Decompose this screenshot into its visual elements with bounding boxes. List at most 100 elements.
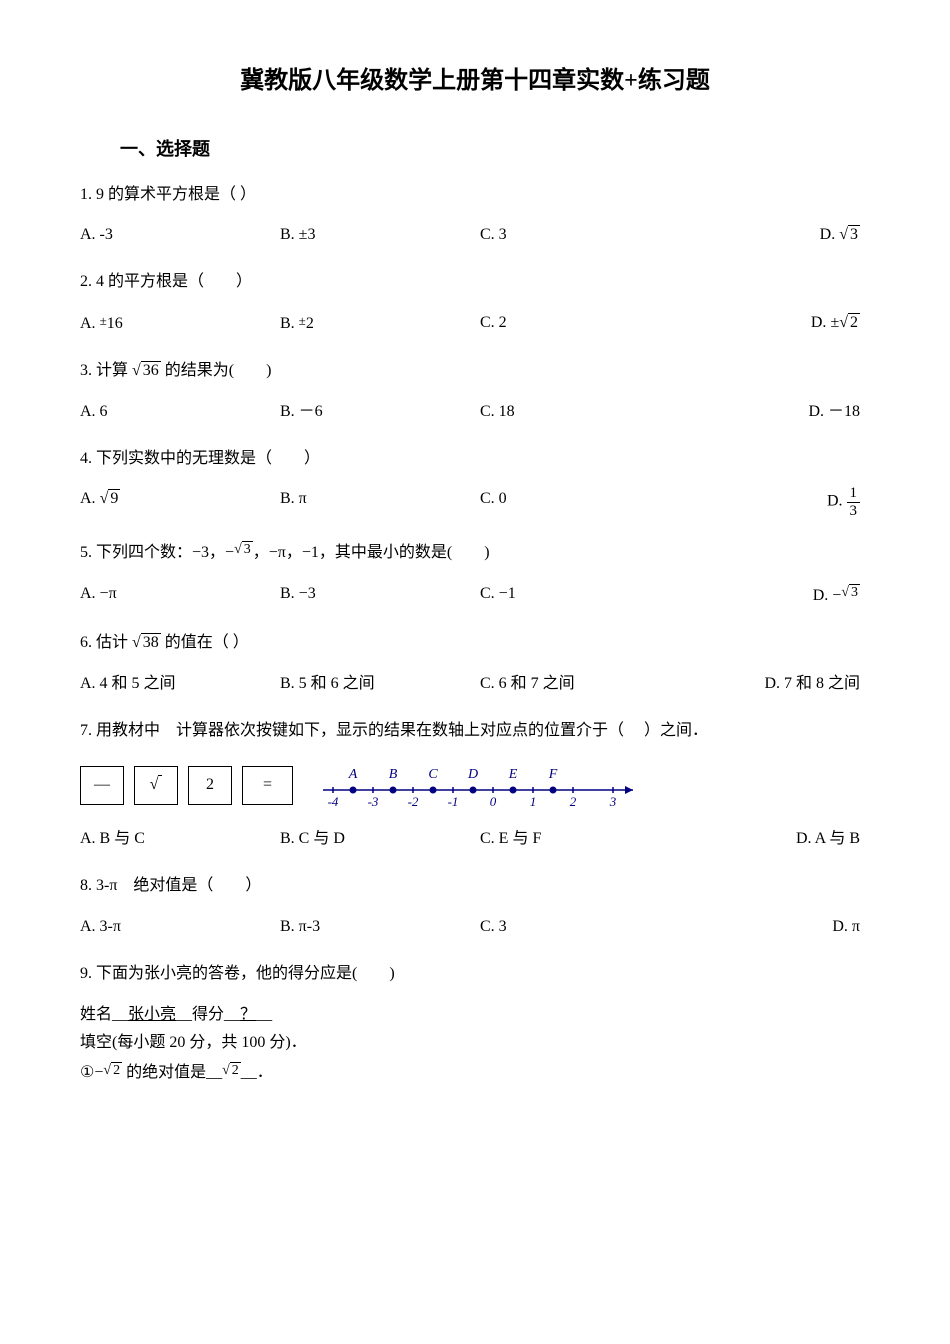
q1-options: A. ‐3 B. ±3 C. 3 D. √3 bbox=[80, 221, 870, 250]
svg-text:D: D bbox=[467, 767, 478, 782]
svg-text:-1: -1 bbox=[448, 794, 459, 809]
q4-option-d: D. 13 bbox=[680, 485, 870, 519]
sqrt-icon: √2 bbox=[839, 309, 860, 338]
question-5: 5. 下列四个数：−3，−√3，−π，−1，其中最小的数是( ) bbox=[80, 537, 870, 568]
sqrt-icon: √3 bbox=[839, 221, 860, 250]
q8-option-b: B. π‐3 bbox=[280, 913, 480, 942]
q2-d-prefix: D. bbox=[811, 314, 831, 331]
svg-text:0: 0 bbox=[490, 794, 497, 809]
q6-option-b: B. 5 和 6 之间 bbox=[280, 670, 480, 699]
svg-text:E: E bbox=[508, 767, 518, 782]
question-8: 8. 3‐π 绝对值是（ ） bbox=[80, 872, 870, 901]
svg-text:F: F bbox=[548, 767, 558, 782]
question-4: 4. 下列实数中的无理数是（ ） bbox=[80, 445, 870, 474]
q5-options: A. −π B. −3 C. −1 D. −√3 bbox=[80, 580, 870, 611]
frac-num: 1 bbox=[847, 485, 861, 503]
calculator-buttons: — √ 2 = bbox=[80, 766, 293, 805]
q3-option-b: B. －6 bbox=[280, 398, 480, 427]
sqrt-icon: √2 bbox=[103, 1058, 122, 1083]
q2-option-d: D. ±√2 bbox=[680, 309, 870, 339]
q7-option-d: D. A 与 B bbox=[680, 825, 870, 854]
sqrt-placeholder bbox=[158, 775, 162, 793]
q6-option-d: D. 7 和 8 之间 bbox=[680, 670, 870, 699]
q8-option-d: D. π bbox=[680, 913, 870, 942]
q5-option-a: A. −π bbox=[80, 580, 280, 611]
q6-options: A. 4 和 5 之间 B. 5 和 6 之间 C. 6 和 7 之间 D. 7… bbox=[80, 670, 870, 699]
q2-option-c: C. 2 bbox=[480, 309, 680, 339]
q8-options: A. 3‐π B. π‐3 C. 3 D. π bbox=[80, 913, 870, 942]
item1-prefix: ①− bbox=[80, 1064, 103, 1081]
q1-option-c: C. 3 bbox=[480, 221, 680, 250]
item1-rad2: 2 bbox=[230, 1062, 241, 1078]
page-title: 冀教版八年级数学上册第十四章实数+练习题 bbox=[80, 60, 870, 103]
q5-suffix: ，−π，−1，其中最小的数是( ) bbox=[253, 544, 490, 561]
q9-name-line: 姓名__张小亮__得分__？__ bbox=[80, 1001, 870, 1030]
q6-option-a: A. 4 和 5 之间 bbox=[80, 670, 280, 699]
q3-options: A. 6 B. －6 C. 18 D. －18 bbox=[80, 398, 870, 427]
q2-option-b: B. ±2 bbox=[280, 309, 480, 339]
pm-icon: ± bbox=[299, 313, 306, 328]
q5-d-prefix: D. − bbox=[813, 587, 842, 604]
name-label: 姓名__ bbox=[80, 1006, 128, 1023]
q4-option-c: C. 0 bbox=[480, 485, 680, 519]
name-value: 张小亮 bbox=[128, 1006, 176, 1023]
svg-text:-3: -3 bbox=[368, 794, 379, 809]
q4-option-b: B. π bbox=[280, 485, 480, 519]
q4-a-radicand: 9 bbox=[108, 489, 120, 507]
q3-radicand: 36 bbox=[141, 361, 161, 379]
q4-d-prefix: D. bbox=[827, 493, 847, 510]
q2-options: A. ±16 B. ±2 C. 2 D. ±√2 bbox=[80, 309, 870, 339]
q3-prefix: 3. 计算 bbox=[80, 362, 132, 379]
q5-option-c: C. −1 bbox=[480, 580, 680, 611]
q3-suffix: 的结果为( ) bbox=[161, 362, 272, 379]
q6-radicand: 38 bbox=[141, 633, 161, 651]
q5-option-d: D. −√3 bbox=[680, 580, 870, 611]
q8-option-a: A. 3‐π bbox=[80, 913, 280, 942]
svg-text:3: 3 bbox=[609, 794, 617, 809]
score-label: __得分__ bbox=[176, 1006, 240, 1023]
q6-option-c: C. 6 和 7 之间 bbox=[480, 670, 680, 699]
question-6: 6. 估计 √38 的值在（ ） bbox=[80, 629, 870, 658]
question-3: 3. 计算 √36 的结果为( ) bbox=[80, 357, 870, 386]
q1-option-b: B. ±3 bbox=[280, 221, 480, 250]
q2-a-prefix: A. bbox=[80, 315, 100, 332]
svg-text:2: 2 bbox=[570, 794, 577, 809]
sqrt-icon: √36 bbox=[132, 357, 161, 386]
pm-icon: ± bbox=[100, 313, 107, 328]
question-7: 7. 用教材中 计算器依次按键如下，显示的结果在数轴上对应点的位置介于（ ）之间… bbox=[80, 717, 870, 746]
fraction: 13 bbox=[847, 485, 861, 519]
q2-d-radicand: 2 bbox=[848, 313, 860, 331]
q9-item1: ①−√2 的绝对值是__√2__． bbox=[80, 1058, 870, 1088]
q6-prefix: 6. 估计 bbox=[80, 634, 132, 651]
calc-btn-2: 2 bbox=[188, 766, 232, 805]
q1-d-prefix: D. bbox=[820, 226, 840, 243]
q1-d-radicand: 3 bbox=[848, 225, 860, 243]
sqrt-icon: √38 bbox=[132, 629, 161, 658]
q3-option-d: D. －18 bbox=[680, 398, 870, 427]
q9-fill-instruction: 填空(每小题 20 分，共 100 分)． bbox=[80, 1029, 870, 1058]
item1-mid: 的绝对值是__ bbox=[122, 1064, 222, 1081]
question-2: 2. 4 的平方根是（ ） bbox=[80, 268, 870, 297]
score-value: ？ bbox=[240, 1006, 256, 1023]
section-header: 一、选择题 bbox=[120, 133, 870, 165]
q5-radicand: 3 bbox=[242, 541, 253, 557]
item1-suffix: __． bbox=[241, 1064, 273, 1081]
q8-option-c: C. 3 bbox=[480, 913, 680, 942]
q2-b-prefix: B. bbox=[280, 315, 299, 332]
q5-option-b: B. −3 bbox=[280, 580, 480, 611]
svg-text:A: A bbox=[348, 767, 358, 782]
question-1: 1. 9 的算术平方根是（ ） bbox=[80, 181, 870, 210]
score-suffix: __ bbox=[256, 1006, 272, 1023]
calc-btn-equals: = bbox=[242, 766, 293, 805]
q7-option-a: A. B 与 C bbox=[80, 825, 280, 854]
question-9: 9. 下面为张小亮的答卷，他的得分应是( ) bbox=[80, 960, 870, 989]
q5-d-radicand: 3 bbox=[849, 584, 860, 600]
q7-options: A. B 与 C B. C 与 D C. E 与 F D. A 与 B bbox=[80, 825, 870, 854]
q5-prefix: 5. 下列四个数：−3， bbox=[80, 544, 225, 561]
number-line: -4-3-2-10123ABCDEF bbox=[313, 760, 653, 810]
q6-suffix: 的值在（ ） bbox=[161, 634, 249, 651]
sqrt-icon: √9 bbox=[100, 485, 121, 514]
q2-b-val: 2 bbox=[306, 315, 314, 332]
q4-options: A. √9 B. π C. 0 D. 13 bbox=[80, 485, 870, 519]
q7-option-b: B. C 与 D bbox=[280, 825, 480, 854]
